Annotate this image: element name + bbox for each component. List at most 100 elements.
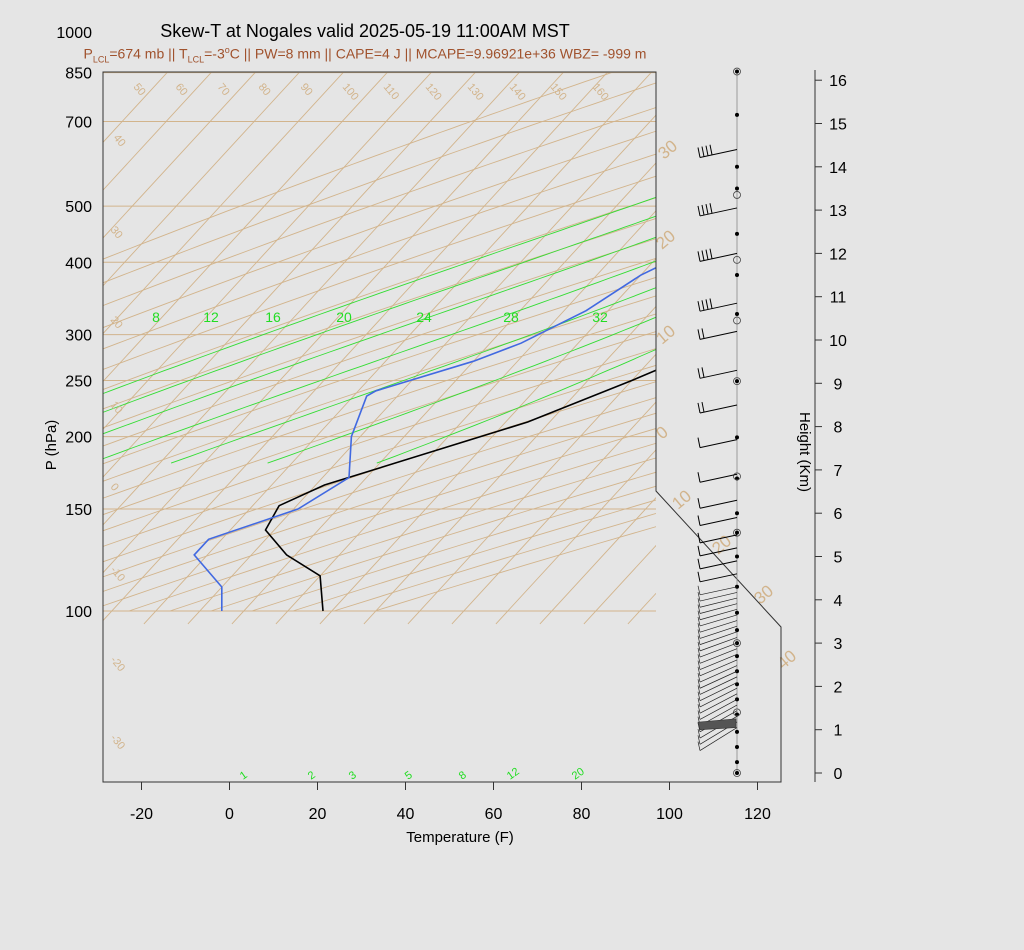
dry-adiabat-line <box>103 82 656 284</box>
chart-title: Skew-T at Nogales valid 2025-05-19 11:00… <box>160 21 570 41</box>
wind-dot <box>735 771 739 775</box>
wind-dot <box>735 760 739 765</box>
height-tick-label: 3 <box>834 636 843 653</box>
wind-barb-feather <box>697 629 701 639</box>
isotherm-line <box>103 72 477 478</box>
wind-barb-feather <box>697 402 701 414</box>
isotherm-line <box>103 72 345 335</box>
wind-barb <box>699 369 738 379</box>
wind-barb <box>699 404 738 414</box>
height-tick-label: 6 <box>834 506 843 523</box>
wind-dot <box>735 628 739 633</box>
subtitle-rest: C || PW=8 mm || CAPE=4 J || MCAPE=9.9692… <box>229 45 647 62</box>
lcl-p-value: =674 mb || T <box>109 45 188 62</box>
wind-barb-feather <box>697 735 701 745</box>
height-tick-label: 16 <box>829 73 847 90</box>
lcl-t-value: =-3 <box>204 45 225 62</box>
height-tick-label: 10 <box>829 333 847 350</box>
wind-barb <box>699 676 738 695</box>
dry-adiabat-label: 30 <box>654 136 681 163</box>
wind-barb-feather <box>697 545 701 556</box>
isotherm-line <box>672 20 1024 624</box>
wind-dot <box>735 273 739 278</box>
x-tick-label: 60 <box>485 806 503 823</box>
wind-barb <box>699 637 738 652</box>
lcl-t-sub: LCL <box>187 54 205 65</box>
wind-barb-feather <box>697 205 701 217</box>
isotherm-line <box>103 72 301 287</box>
p-tick-label: 1000 <box>56 25 92 42</box>
mixing-ratio-label: 20 <box>570 766 587 783</box>
wind-barb-feather <box>697 610 701 620</box>
isotherm-line <box>980 20 1024 624</box>
wind-circle <box>733 472 741 481</box>
x-tick-label: 100 <box>656 806 683 823</box>
wind-barb <box>699 560 738 570</box>
wind-barb-feather <box>705 249 709 260</box>
height-axis-title: Height (Km) <box>796 412 813 492</box>
wind-barb-feather <box>697 660 701 670</box>
wind-barb <box>699 699 738 720</box>
moist-adiabat-line <box>103 236 656 435</box>
mixing-ratio-label: 8 <box>457 769 469 782</box>
x-tick-label: 80 <box>573 806 591 823</box>
wind-barb <box>699 670 738 689</box>
dry-adiabat-line <box>103 364 656 547</box>
wind-barb-feather <box>697 679 701 689</box>
wind-barb-feather <box>697 498 701 509</box>
wind-dot <box>735 554 739 559</box>
wind-barb-feather <box>701 204 705 216</box>
isotherm-line <box>848 20 1024 624</box>
wind-barb <box>699 682 738 702</box>
wind-barb-feather <box>705 145 709 156</box>
wind-barb-feather <box>697 585 701 595</box>
wind-barb <box>699 330 738 340</box>
wind-barb-feather <box>697 604 701 614</box>
height-tick-label: 4 <box>834 593 843 610</box>
wind-barb <box>699 614 738 627</box>
wind-barb-feather <box>697 697 701 708</box>
moist-adiabat-line <box>103 260 656 460</box>
wind-dot <box>735 435 739 440</box>
moist-adiabat-line <box>103 215 656 413</box>
wind-barb <box>699 665 738 683</box>
wind-barb <box>699 439 738 449</box>
plot-area <box>103 72 656 782</box>
mixing-ratio-label: 2 <box>306 769 318 782</box>
wind-circle <box>733 528 741 537</box>
wind-barb-feather <box>709 144 713 155</box>
wind-barb <box>699 302 738 312</box>
isotherm-line <box>103 72 609 622</box>
wind-barb-feather <box>697 147 701 158</box>
wind-barb-feather <box>701 328 705 339</box>
wind-barb <box>699 597 738 608</box>
isotherm-line <box>103 72 257 239</box>
height-tick-label: 14 <box>829 160 847 177</box>
p-tick-label: 500 <box>65 199 92 216</box>
moist-adiabat-label: 20 <box>336 309 352 325</box>
wind-barb-feather <box>697 598 701 608</box>
dry-adiabat-line <box>103 348 656 532</box>
wind-barb <box>699 625 738 639</box>
wind-barb <box>699 592 738 602</box>
dry-adiabat-line <box>103 313 656 499</box>
wind-barb <box>699 517 738 527</box>
moist-adiabat-label: 12 <box>203 309 219 325</box>
wind-barb-feather <box>697 635 701 645</box>
wind-barb-feather <box>697 729 701 739</box>
height-tick-label: 12 <box>829 246 847 263</box>
isotherm-line <box>760 20 1024 624</box>
height-tick-label: 9 <box>834 376 843 393</box>
dry-adiabat-line <box>103 276 656 465</box>
height-tick-label: 7 <box>834 463 843 480</box>
p-tick-label: 150 <box>65 502 92 519</box>
height-tick-label: 1 <box>834 723 843 740</box>
wind-barb-feather <box>697 515 701 526</box>
isotherm-line <box>103 72 389 383</box>
wind-barb <box>699 473 738 483</box>
wind-barb <box>699 693 738 714</box>
moist-adiabat-label: 28 <box>503 309 519 325</box>
wind-circle <box>733 67 741 76</box>
moist-adiabat-label: 16 <box>265 309 281 325</box>
